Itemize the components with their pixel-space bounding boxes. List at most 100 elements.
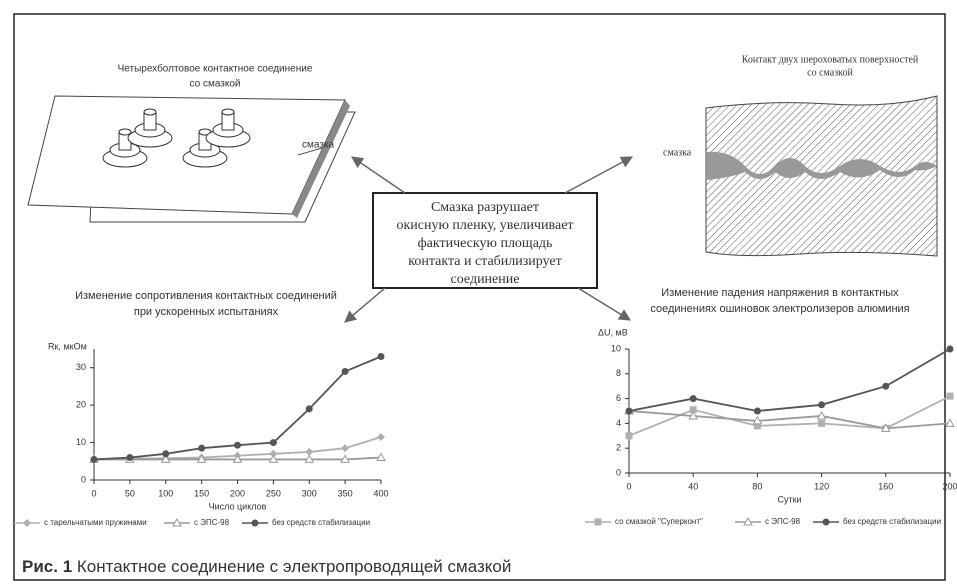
x-tick-label: 200 (942, 481, 957, 491)
y-tick-label: 30 (76, 362, 86, 372)
x-axis-label: Сутки (777, 494, 801, 504)
x-tick-label: 350 (338, 488, 353, 498)
data-point (90, 455, 98, 463)
x-tick-label: 0 (91, 488, 96, 498)
data-point (340, 454, 350, 463)
data-point (818, 419, 826, 427)
illustration-label: смазка (663, 147, 692, 158)
data-point (376, 452, 386, 462)
data-point (162, 450, 170, 458)
y-tick-label: 8 (616, 368, 621, 378)
y-tick-label: 0 (616, 467, 621, 477)
center-text: фактическую площадь (418, 236, 553, 251)
left-illustration: Четырехболтовое контактное соединение со… (27, 63, 356, 223)
data-point (268, 454, 279, 463)
series-line (628, 348, 951, 412)
legend-marker (172, 517, 182, 527)
y-tick-label: 2 (616, 443, 621, 453)
data-point (818, 401, 826, 409)
legend-label: с ЭПС-98 (765, 517, 801, 526)
data-point (752, 415, 763, 425)
line-chart: Изменение сопротивления контактных соеди… (14, 290, 389, 527)
caption-label: Рис. 1 (22, 557, 72, 576)
data-point (625, 432, 633, 440)
line-chart: Изменение падения напряжения в контактны… (585, 287, 957, 526)
legend-marker (23, 519, 31, 527)
x-tick-label: 200 (230, 488, 245, 498)
x-tick-label: 400 (373, 488, 388, 498)
data-point (341, 367, 349, 375)
data-point (304, 454, 315, 463)
data-point (753, 407, 761, 415)
chart-title: Изменение падения напряжения в контактны… (661, 287, 899, 299)
legend-marker (822, 518, 830, 526)
chart-title: Изменение сопротивления контактных соеди… (75, 290, 337, 302)
y-tick-label: 10 (76, 437, 86, 447)
x-tick-label: 300 (302, 488, 317, 498)
data-point (753, 422, 761, 430)
data-point (946, 392, 954, 400)
data-point (689, 406, 697, 414)
y-tick-label: 10 (611, 343, 621, 353)
data-point (377, 432, 385, 441)
illustration-title: со смазкой (807, 67, 853, 78)
illustration-title: со смазкой (190, 79, 241, 90)
data-point (269, 449, 278, 458)
x-tick-label: 40 (688, 481, 698, 491)
data-point (126, 454, 134, 462)
legend-label: без средств стабилизации (843, 517, 941, 526)
y-axis-label: Rк, мкОм (48, 341, 87, 351)
data-point (232, 454, 243, 463)
data-point (688, 410, 699, 420)
data-point (196, 454, 207, 463)
data-point (625, 407, 633, 415)
legend-label: без средств стабилизации (272, 518, 370, 527)
data-point (946, 345, 954, 353)
data-point (198, 444, 206, 452)
y-tick-label: 4 (616, 418, 621, 428)
data-point (305, 447, 314, 456)
data-point (816, 410, 827, 420)
y-tick-label: 0 (81, 474, 86, 484)
arrows (344, 156, 634, 323)
y-tick-label: 20 (76, 400, 86, 410)
x-tick-label: 160 (878, 481, 893, 491)
legend-marker (743, 516, 753, 526)
data-point (882, 382, 890, 390)
data-point (234, 441, 241, 449)
center-text: контакта и стабилизирует (408, 254, 562, 269)
center-text: Смазка разрушает (431, 200, 539, 215)
series-line (628, 395, 951, 437)
data-point (880, 423, 891, 432)
data-point (689, 395, 697, 403)
grease (706, 151, 937, 180)
grease-layer (292, 100, 350, 218)
frame (13, 13, 946, 581)
x-axis-label: Число циклов (209, 501, 267, 511)
y-tick-label: 6 (616, 393, 621, 403)
series-line (628, 410, 951, 430)
data-point (305, 405, 313, 413)
x-tick-label: 80 (752, 481, 762, 491)
data-point (160, 454, 171, 463)
charts: Изменение сопротивления контактных соеди… (14, 287, 957, 527)
chart-title: при ускоренных испытаниях (134, 306, 279, 318)
center-text: соединение (451, 272, 520, 287)
x-tick-label: 50 (125, 488, 135, 498)
data-point (945, 418, 955, 427)
illustration-title: Контакт двух шероховатых поверхностей (742, 54, 919, 65)
x-tick-label: 150 (194, 488, 209, 498)
x-tick-label: 0 (626, 481, 631, 491)
right-illustration: Контакт двух шероховатых поверхностей со… (663, 54, 938, 257)
legend-marker (251, 519, 259, 527)
caption: Рис. 1 Контактное соединение с электропр… (22, 557, 511, 576)
caption-text: Контактное соединение с электропроводяще… (77, 557, 511, 576)
legend-marker (594, 518, 602, 526)
y-axis-label: ΔU, мВ (598, 327, 628, 337)
data-point (341, 444, 350, 453)
legend-label: со смазкой "Суперконт" (615, 517, 703, 526)
x-tick-label: 120 (814, 481, 829, 491)
legend-label: с тарельчатыми пружинами (44, 518, 147, 527)
